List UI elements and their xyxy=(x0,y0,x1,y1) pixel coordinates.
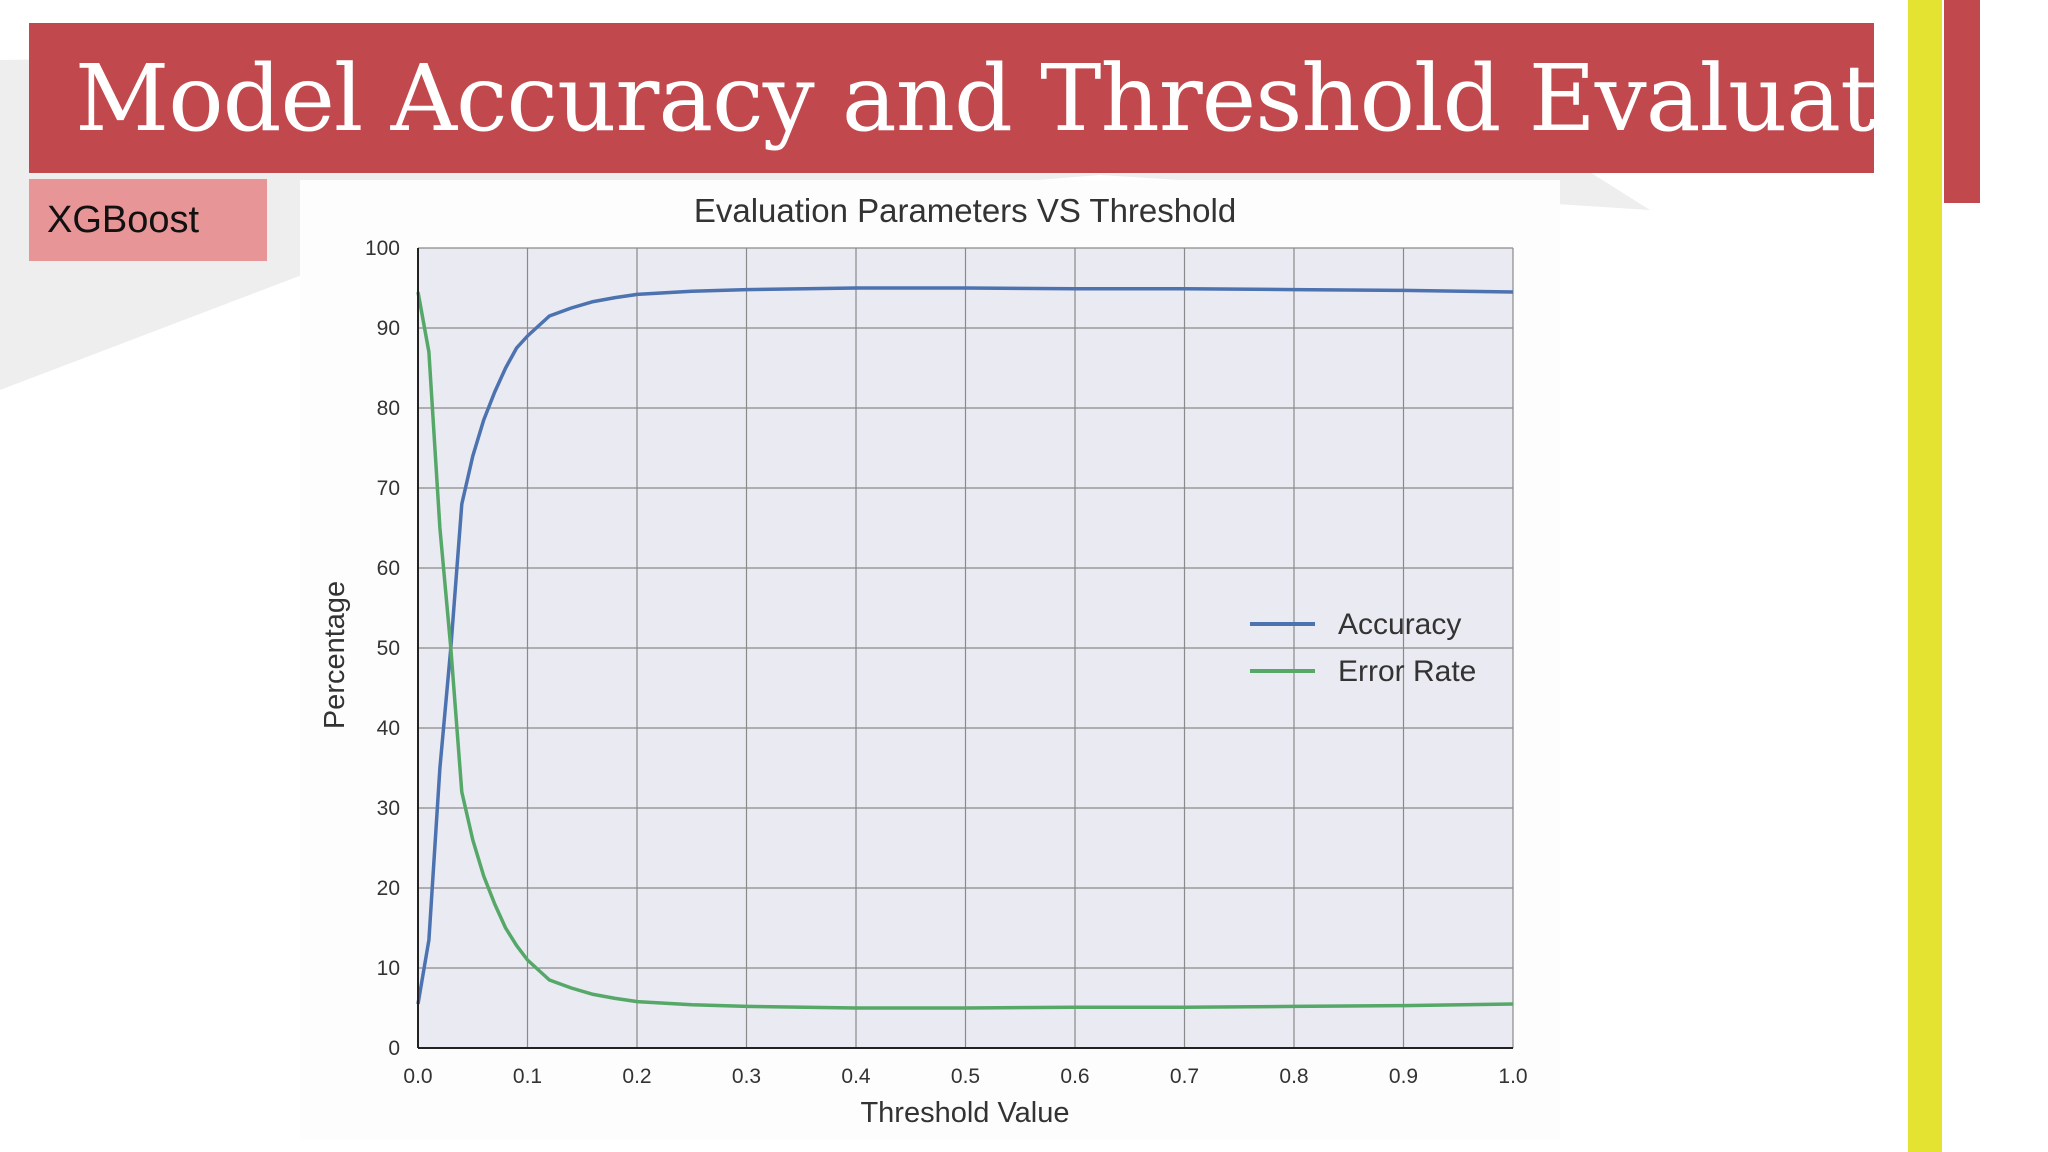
model-tag-label: XGBoost xyxy=(47,198,200,241)
x-axis-label: Threshold Value xyxy=(860,1097,1069,1129)
x-tick-label: 0.7 xyxy=(1170,1065,1199,1088)
y-tick-label: 70 xyxy=(377,477,400,500)
y-tick-label: 90 xyxy=(377,317,400,340)
grid-lines xyxy=(417,247,1514,1049)
y-tick-label: 100 xyxy=(365,237,400,260)
y-tick-label: 50 xyxy=(377,637,400,660)
y-tick-label: 10 xyxy=(377,957,400,980)
x-tick-label: 0.4 xyxy=(841,1065,871,1088)
x-tick-label: 1.0 xyxy=(1498,1065,1527,1088)
x-tick-labels: 0.0 0.1 0.2 0.3 0.4 0.5 0.6 0.7 0.8 0.9 1.0 xyxy=(403,1065,1527,1088)
x-tick-label: 0.6 xyxy=(1060,1065,1089,1088)
x-tick-label: 0.8 xyxy=(1279,1065,1308,1088)
y-axis-label: Percentage xyxy=(319,581,351,729)
y-tick-label: 20 xyxy=(377,877,400,900)
chart-title: Evaluation Parameters VS Threshold xyxy=(694,192,1236,229)
x-tick-label: 0.3 xyxy=(732,1065,761,1088)
title-banner: Model Accuracy and Threshold Evaluation xyxy=(29,23,2018,173)
y-tick-label: 80 xyxy=(377,397,400,420)
slide-title: Model Accuracy and Threshold Evaluation xyxy=(75,44,2018,152)
x-tick-label: 0.1 xyxy=(513,1065,542,1088)
x-tick-label: 0.0 xyxy=(403,1065,432,1088)
model-tag: XGBoost xyxy=(29,179,267,261)
accent-yellow-bar xyxy=(1908,0,1942,1152)
series-line-error-rate xyxy=(416,291,1514,1010)
series-line-accuracy xyxy=(416,286,1514,1005)
accent-red-block xyxy=(1944,0,1980,203)
x-tick-label: 0.5 xyxy=(951,1065,980,1088)
series-lines xyxy=(416,286,1514,1010)
line-chart: 0.0 0.1 0.2 0.3 0.4 0.5 0.6 0.7 0.8 0.9 1.0 0 10 20 3… xyxy=(300,180,1560,1140)
y-tick-labels: 0 10 20 30 40 50 60 70 80 90 100 xyxy=(365,237,400,1060)
y-tick-label: 30 xyxy=(377,797,400,820)
y-tick-label: 60 xyxy=(377,557,400,580)
y-tick-label: 0 xyxy=(388,1037,400,1060)
legend-label-error-rate: Error Rate xyxy=(1338,655,1476,688)
x-tick-label: 0.9 xyxy=(1389,1065,1418,1088)
x-tick-label: 0.2 xyxy=(622,1065,651,1088)
chart-legend: Accuracy Error Rate xyxy=(1250,608,1476,688)
legend-label-accuracy: Accuracy xyxy=(1338,608,1461,641)
y-tick-label: 40 xyxy=(377,717,400,740)
